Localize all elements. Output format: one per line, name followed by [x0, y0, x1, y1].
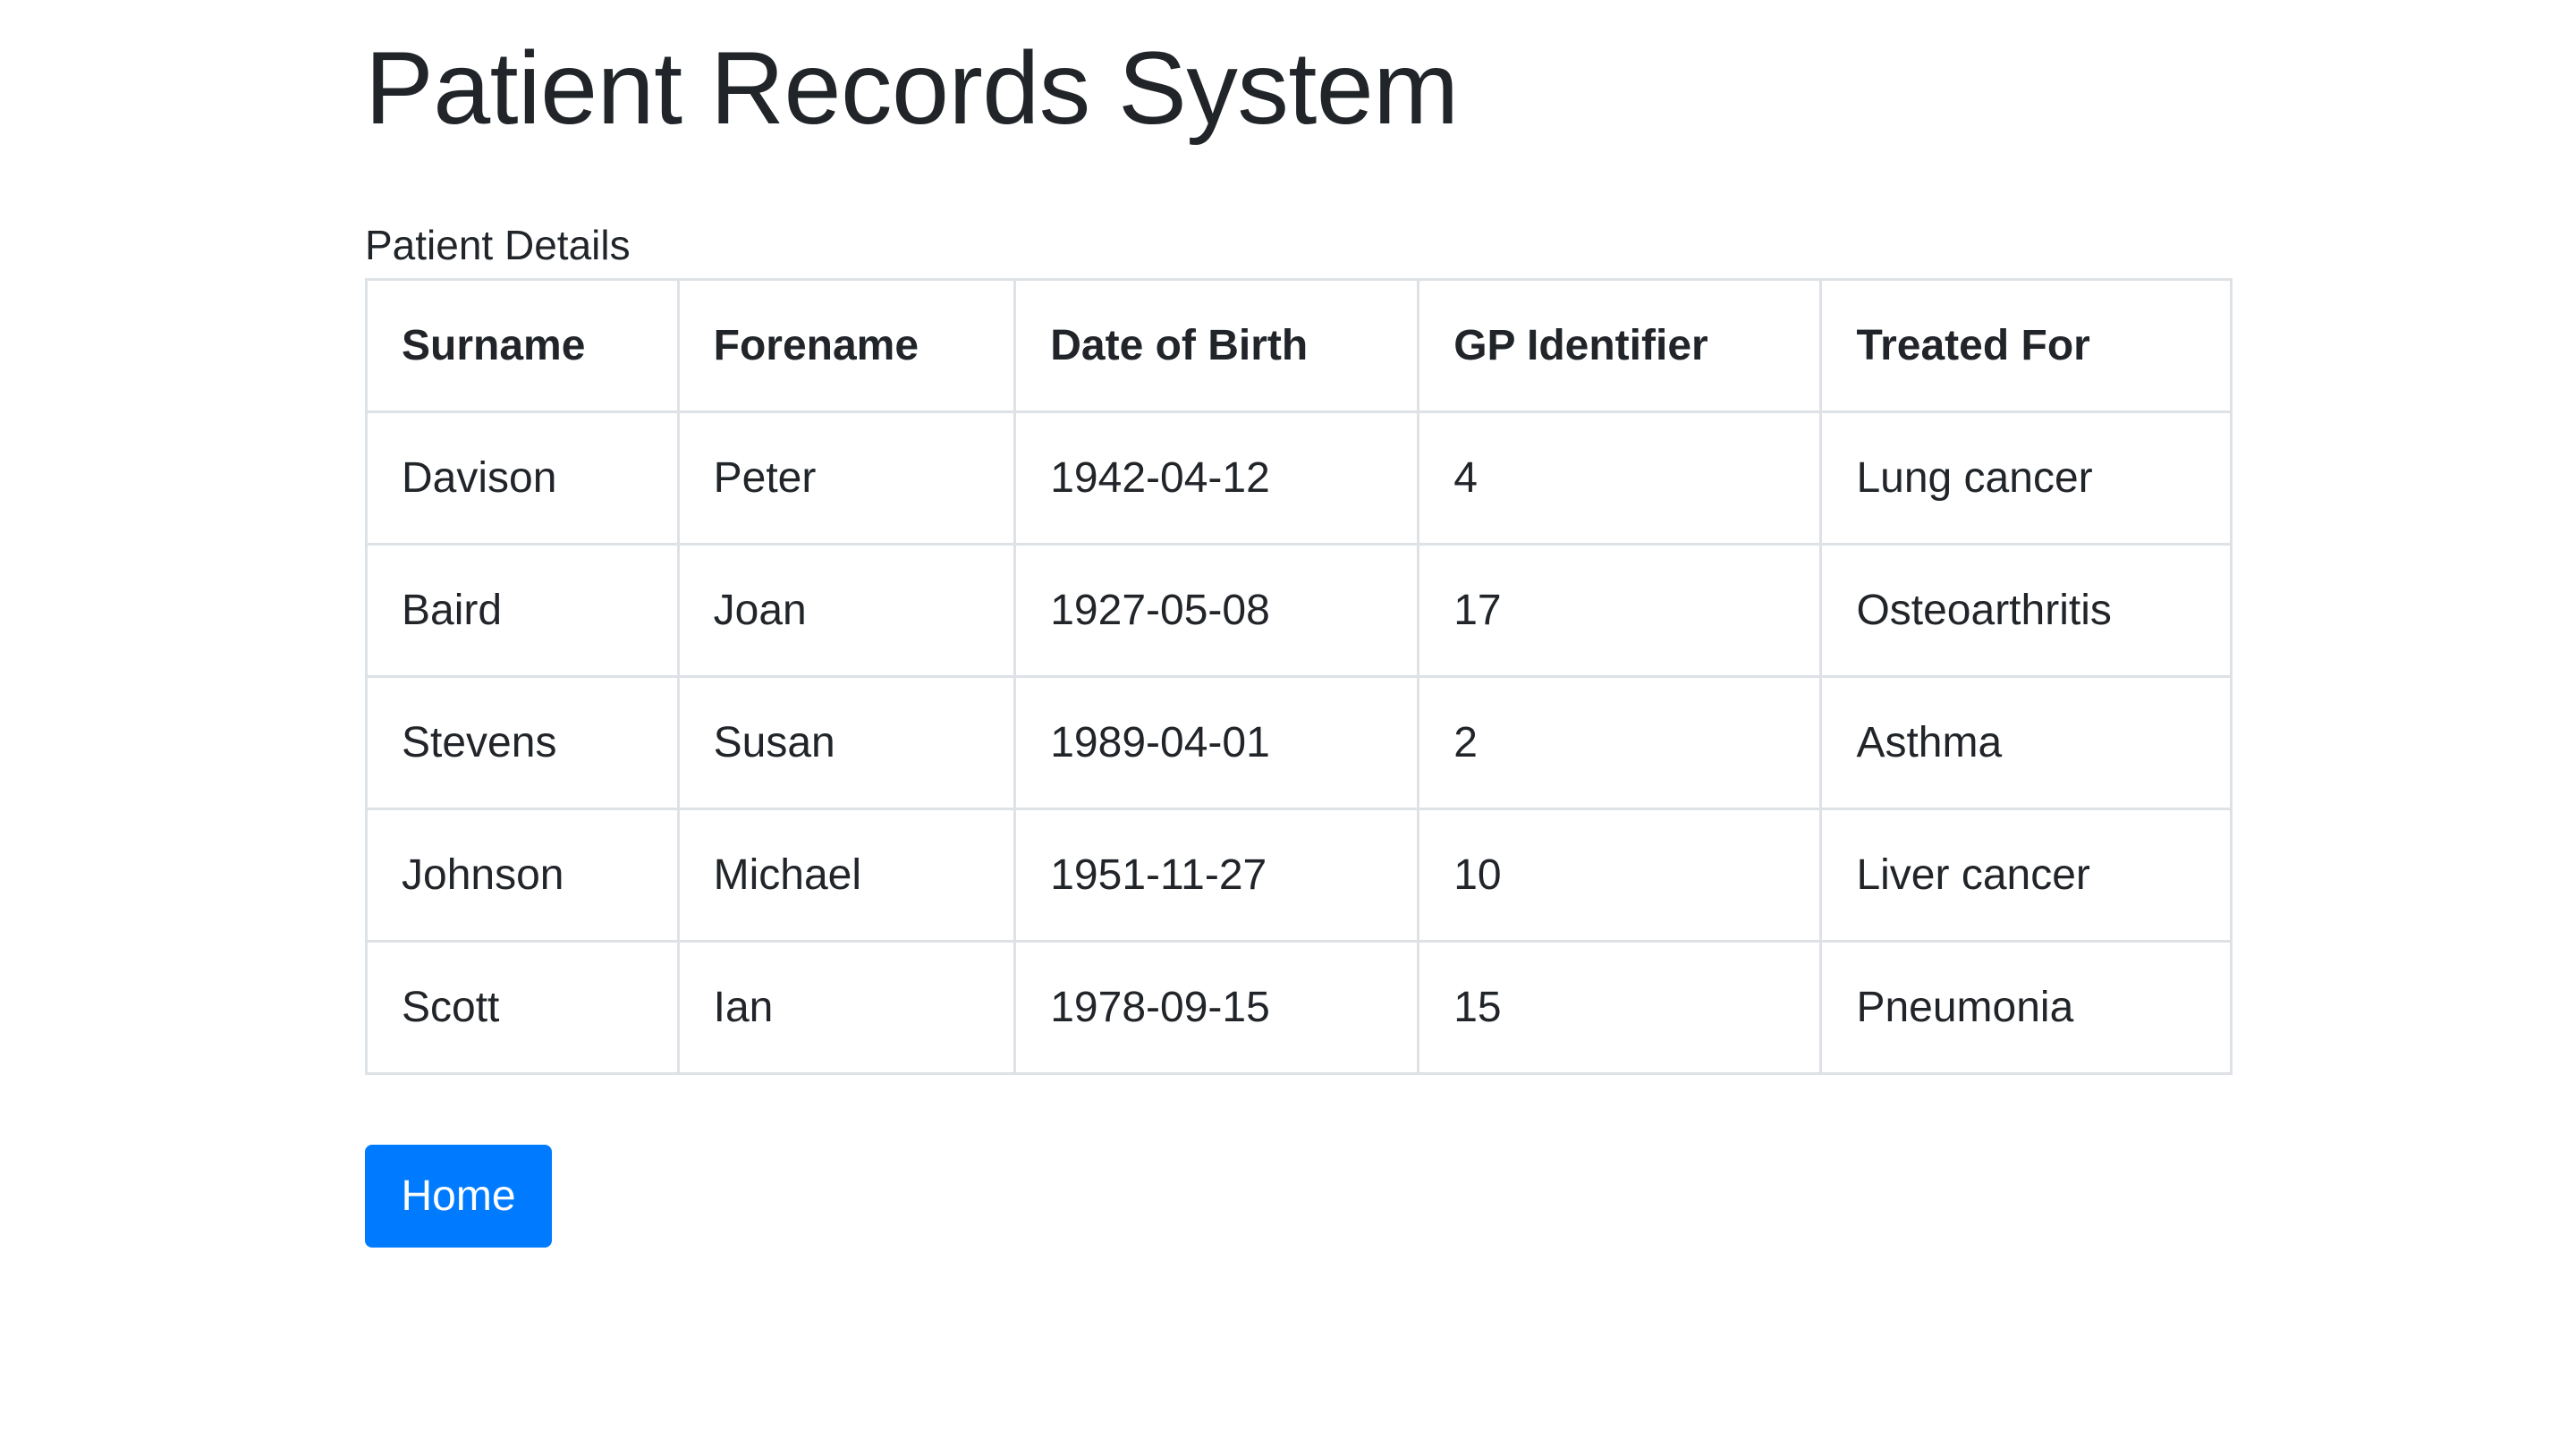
cell-forename: Joan [676, 542, 1017, 678]
table-row: Davison Peter 1942-04-12 4 Lung cancer [365, 410, 2233, 546]
cell-date-of-birth: 1927-05-08 [1013, 542, 1420, 678]
page-title: Patient Records System [365, 31, 1459, 146]
column-header-surname: Surname [365, 277, 680, 413]
patient-table: Surname Forename Date of Birth GP Identi… [365, 277, 2233, 1075]
column-header-gp-identifier: GP Identifier [1417, 277, 1823, 413]
main-container: Patient Records System Patient Details S… [365, 0, 2236, 1248]
cell-forename: Peter [676, 410, 1017, 546]
column-header-treated-for: Treated For [1819, 277, 2233, 413]
cell-surname: Baird [365, 542, 680, 678]
table-body: Davison Peter 1942-04-12 4 Lung cancer B… [365, 410, 2233, 1075]
table-header: Surname Forename Date of Birth GP Identi… [365, 277, 2233, 413]
cell-forename: Michael [676, 807, 1017, 943]
cell-gp-identifier: 15 [1417, 939, 1823, 1075]
column-header-forename: Forename [676, 277, 1017, 413]
cell-treated-for: Asthma [1819, 674, 2233, 810]
cell-surname: Johnson [365, 807, 680, 943]
cell-treated-for: Osteoarthritis [1819, 542, 2233, 678]
cell-surname: Stevens [365, 674, 680, 810]
cell-treated-for: Lung cancer [1819, 410, 2233, 546]
cell-date-of-birth: 1978-09-15 [1013, 939, 1420, 1075]
cell-forename: Ian [676, 939, 1017, 1075]
home-button[interactable]: Home [365, 1145, 552, 1248]
cell-date-of-birth: 1942-04-12 [1013, 410, 1420, 546]
cell-treated-for: Pneumonia [1819, 939, 2233, 1075]
header-row: Surname Forename Date of Birth GP Identi… [365, 277, 2233, 413]
table-row: Baird Joan 1927-05-08 17 Osteoarthritis [365, 542, 2233, 678]
cell-gp-identifier: 17 [1417, 542, 1823, 678]
cell-gp-identifier: 2 [1417, 674, 1823, 810]
cell-treated-for: Liver cancer [1819, 807, 2233, 943]
table-row: Stevens Susan 1989-04-01 2 Asthma [365, 674, 2233, 810]
cell-surname: Davison [365, 410, 680, 546]
column-header-date-of-birth: Date of Birth [1013, 277, 1420, 413]
table-row: Scott Ian 1978-09-15 15 Pneumonia [365, 939, 2233, 1075]
cell-surname: Scott [365, 939, 680, 1075]
cell-date-of-birth: 1989-04-01 [1013, 674, 1420, 810]
cell-forename: Susan [676, 674, 1017, 810]
table-row: Johnson Michael 1951-11-27 10 Liver canc… [365, 807, 2233, 943]
cell-gp-identifier: 4 [1417, 410, 1823, 546]
cell-gp-identifier: 10 [1417, 807, 1823, 943]
cell-date-of-birth: 1951-11-27 [1013, 807, 1420, 943]
table-caption: Patient Details [365, 221, 631, 268]
